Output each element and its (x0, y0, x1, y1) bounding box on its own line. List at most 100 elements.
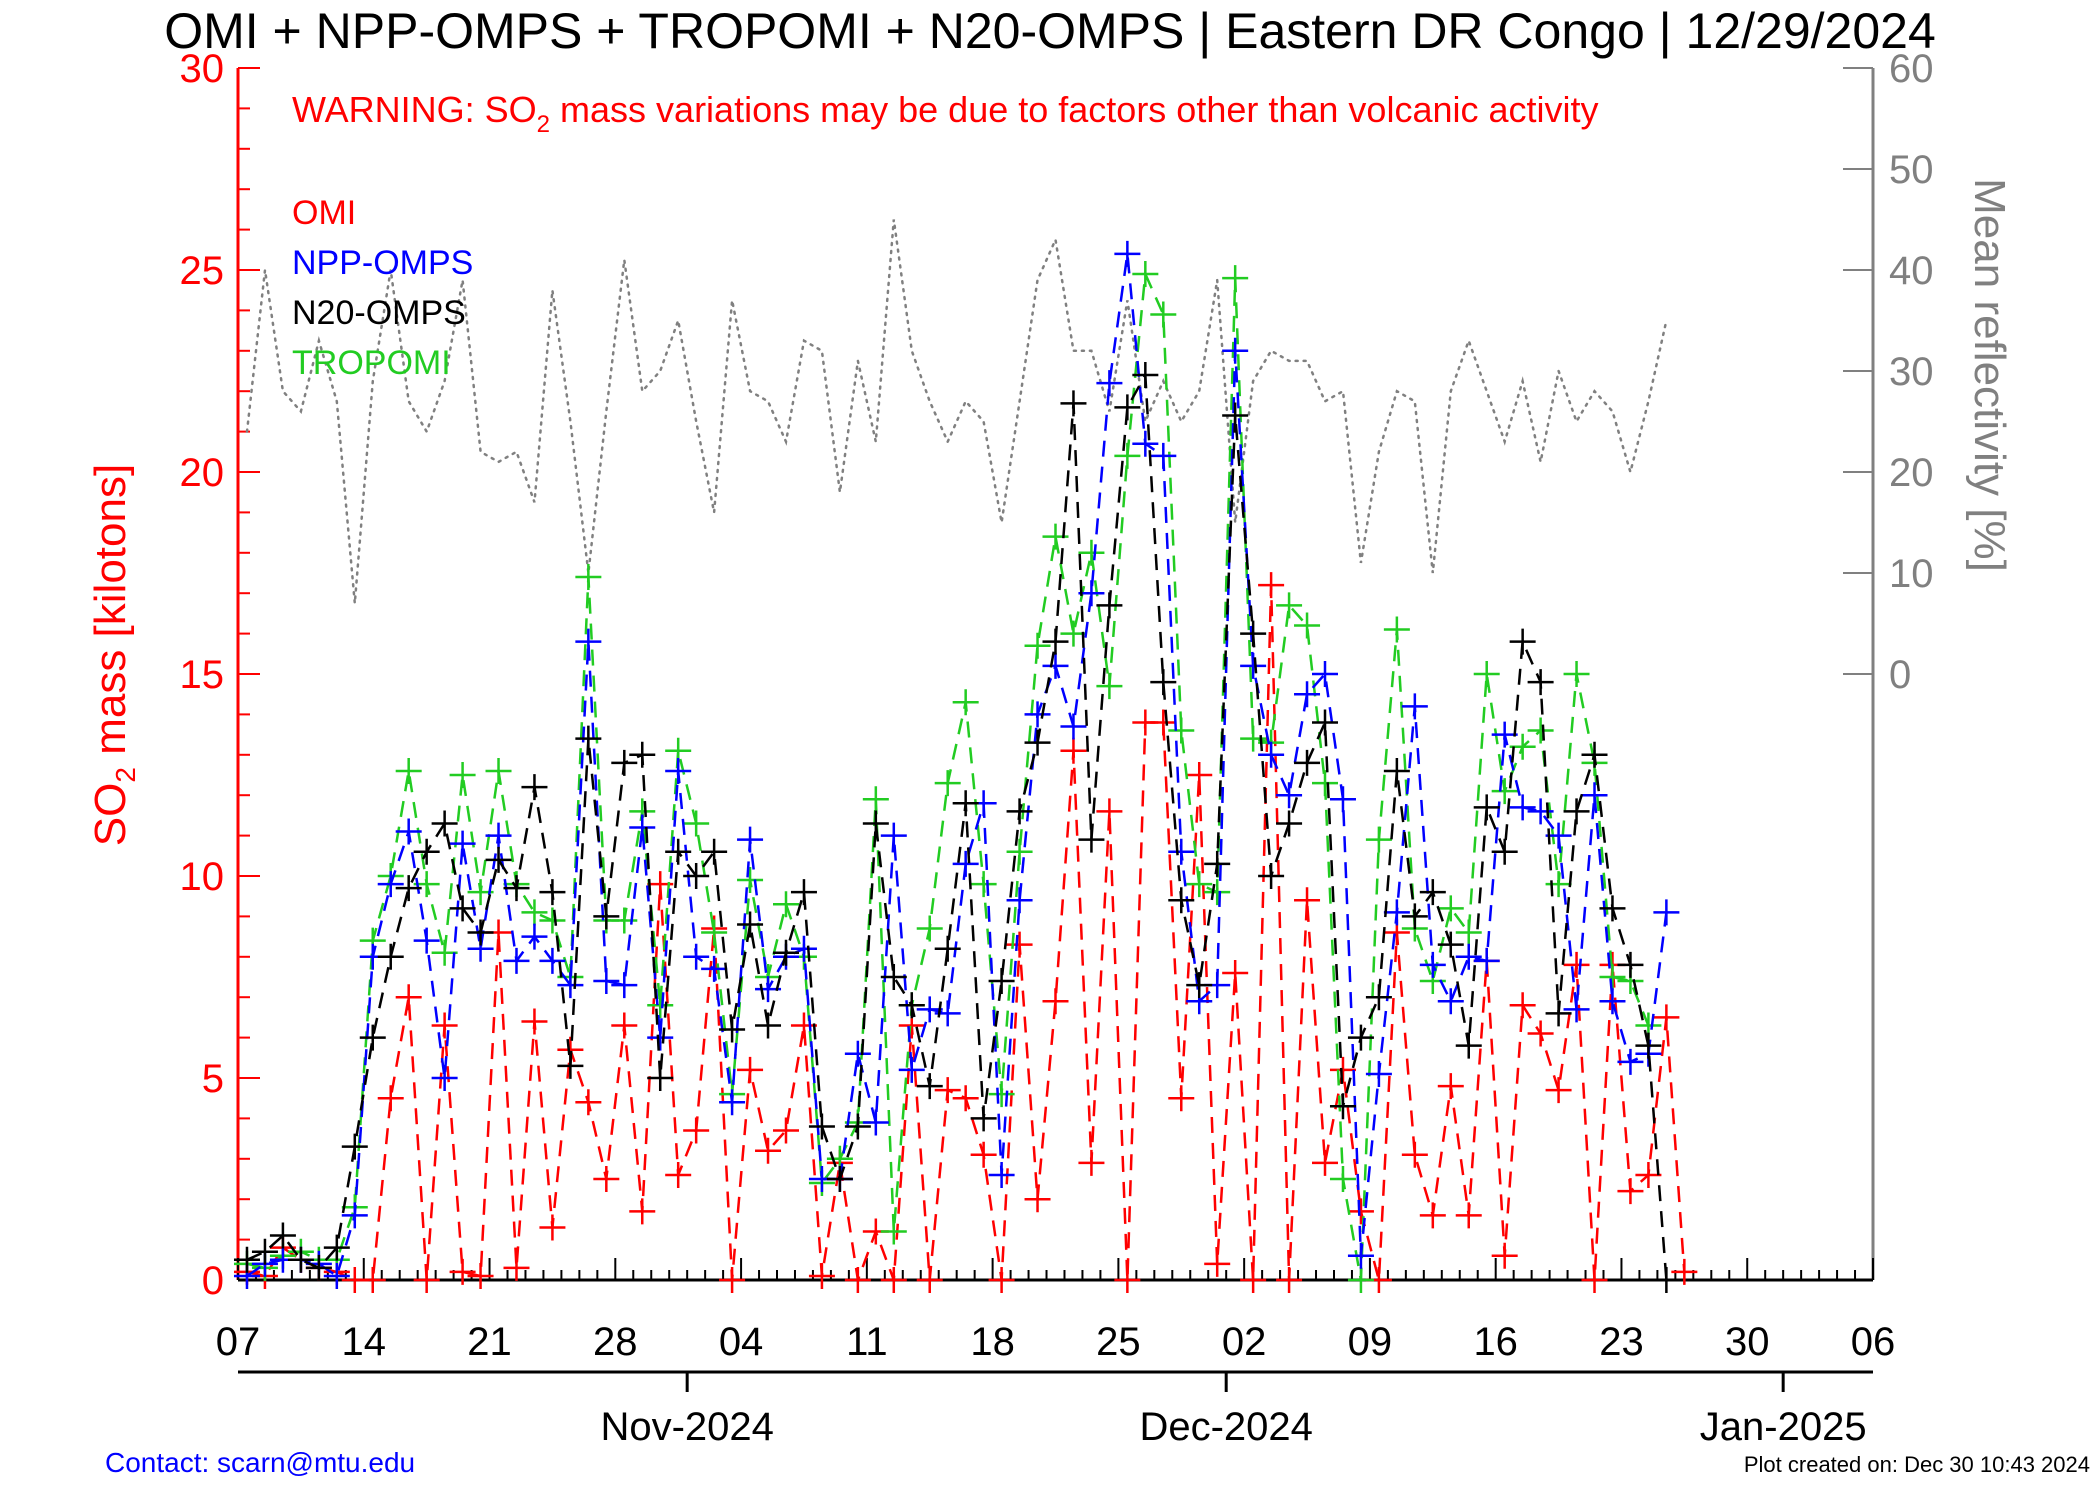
data-marker (629, 1198, 656, 1225)
data-marker (1383, 899, 1410, 926)
data-marker (1150, 301, 1177, 328)
data-marker (1563, 951, 1590, 978)
right-tick-label: 50 (1889, 148, 1934, 192)
data-marker (1329, 1093, 1356, 1120)
data-marker (1599, 964, 1626, 990)
data-marker (629, 741, 656, 768)
data-marker (1240, 1267, 1267, 1293)
data-marker (719, 1267, 746, 1293)
data-marker (790, 935, 817, 962)
data-marker (737, 1056, 764, 1083)
data-marker (1114, 240, 1141, 267)
data-marker (1653, 899, 1680, 926)
data-marker (269, 1222, 296, 1249)
data-marker (862, 786, 889, 813)
data-marker (1096, 592, 1123, 619)
data-marker (1294, 749, 1321, 776)
data-marker (1204, 1250, 1231, 1277)
data-marker (1096, 370, 1123, 397)
data-marker (1006, 798, 1033, 825)
data-marker (1096, 798, 1123, 825)
data-marker (521, 774, 548, 801)
data-marker (916, 996, 943, 1023)
series-line (246, 370, 1668, 1281)
month-label: Dec-2024 (1139, 1405, 1312, 1449)
data-marker (1168, 838, 1195, 865)
x-tick-label: 21 (467, 1320, 512, 1364)
data-marker (1527, 717, 1554, 744)
data-marker (485, 757, 512, 784)
data-marker (862, 810, 889, 837)
data-marker (539, 1214, 566, 1241)
data-marker (1312, 1149, 1339, 1176)
data-marker (790, 879, 817, 906)
data-marker (701, 919, 728, 946)
data-marker (647, 1024, 674, 1051)
data-marker (952, 1085, 979, 1112)
data-marker (611, 907, 638, 934)
data-marker (503, 875, 530, 902)
data-marker (898, 992, 925, 1019)
warning-suffix: mass variations may be due to factors ot… (550, 89, 1598, 130)
data-marker (1365, 1060, 1392, 1087)
data-marker (1437, 895, 1464, 922)
data-marker (1491, 838, 1518, 865)
data-marker (413, 1267, 440, 1293)
data-marker (1276, 782, 1303, 809)
data-marker (755, 1012, 782, 1039)
data-marker (341, 1133, 368, 1160)
data-marker (1635, 1161, 1662, 1188)
svg-text:SO2 mass [kilotons]: SO2 mass [kilotons] (86, 464, 141, 846)
data-marker (701, 838, 728, 865)
data-marker (503, 1254, 530, 1281)
data-marker (1276, 592, 1303, 619)
data-marker (449, 895, 476, 922)
data-marker (305, 1254, 332, 1281)
data-marker (1599, 988, 1626, 1015)
data-marker (1276, 810, 1303, 837)
data-marker (844, 1267, 871, 1293)
x-tick-label: 30 (1725, 1320, 1770, 1364)
data-marker (1527, 1020, 1554, 1047)
data-marker (1168, 887, 1195, 914)
left-tick-label: 15 (180, 653, 225, 697)
data-marker (575, 1089, 602, 1116)
chart-title: OMI + NPP-OMPS + TROPOMI + N20-OMPS | Ea… (164, 3, 1936, 59)
warning-prefix: WARNING: SO (292, 89, 537, 130)
data-marker (844, 1113, 871, 1140)
data-marker (1473, 947, 1500, 974)
data-marker (539, 879, 566, 906)
data-marker (1509, 992, 1536, 1019)
data-marker (1258, 572, 1285, 599)
data-marker (755, 1137, 782, 1164)
series-n20-omps (233, 362, 1680, 1293)
data-marker (880, 964, 907, 990)
data-marker (1347, 1024, 1374, 1051)
data-marker (1240, 620, 1267, 647)
data-marker (1078, 539, 1105, 566)
x-tick-label: 16 (1473, 1320, 1518, 1364)
data-marker (1294, 887, 1321, 914)
x-tick-label: 23 (1599, 1320, 1644, 1364)
data-marker (431, 1065, 458, 1091)
data-marker (1150, 709, 1177, 736)
data-marker (233, 1246, 260, 1273)
data-marker (1455, 1202, 1482, 1229)
data-marker (1509, 628, 1536, 655)
data-marker (1347, 1242, 1374, 1269)
data-marker (916, 1267, 943, 1293)
data-marker (952, 850, 979, 877)
right-tick-label: 30 (1889, 350, 1934, 394)
data-marker (1329, 1056, 1356, 1083)
x-tick-label: 28 (593, 1320, 638, 1364)
data-marker (557, 1052, 584, 1079)
right-tick-label: 40 (1889, 249, 1934, 293)
data-marker (1132, 261, 1159, 288)
left-tick-label: 20 (180, 451, 225, 495)
data-marker (916, 915, 943, 942)
data-marker (737, 911, 764, 938)
data-marker (1563, 661, 1590, 687)
data-marker (611, 972, 638, 999)
data-marker (808, 1262, 835, 1289)
data-marker (1581, 741, 1608, 768)
